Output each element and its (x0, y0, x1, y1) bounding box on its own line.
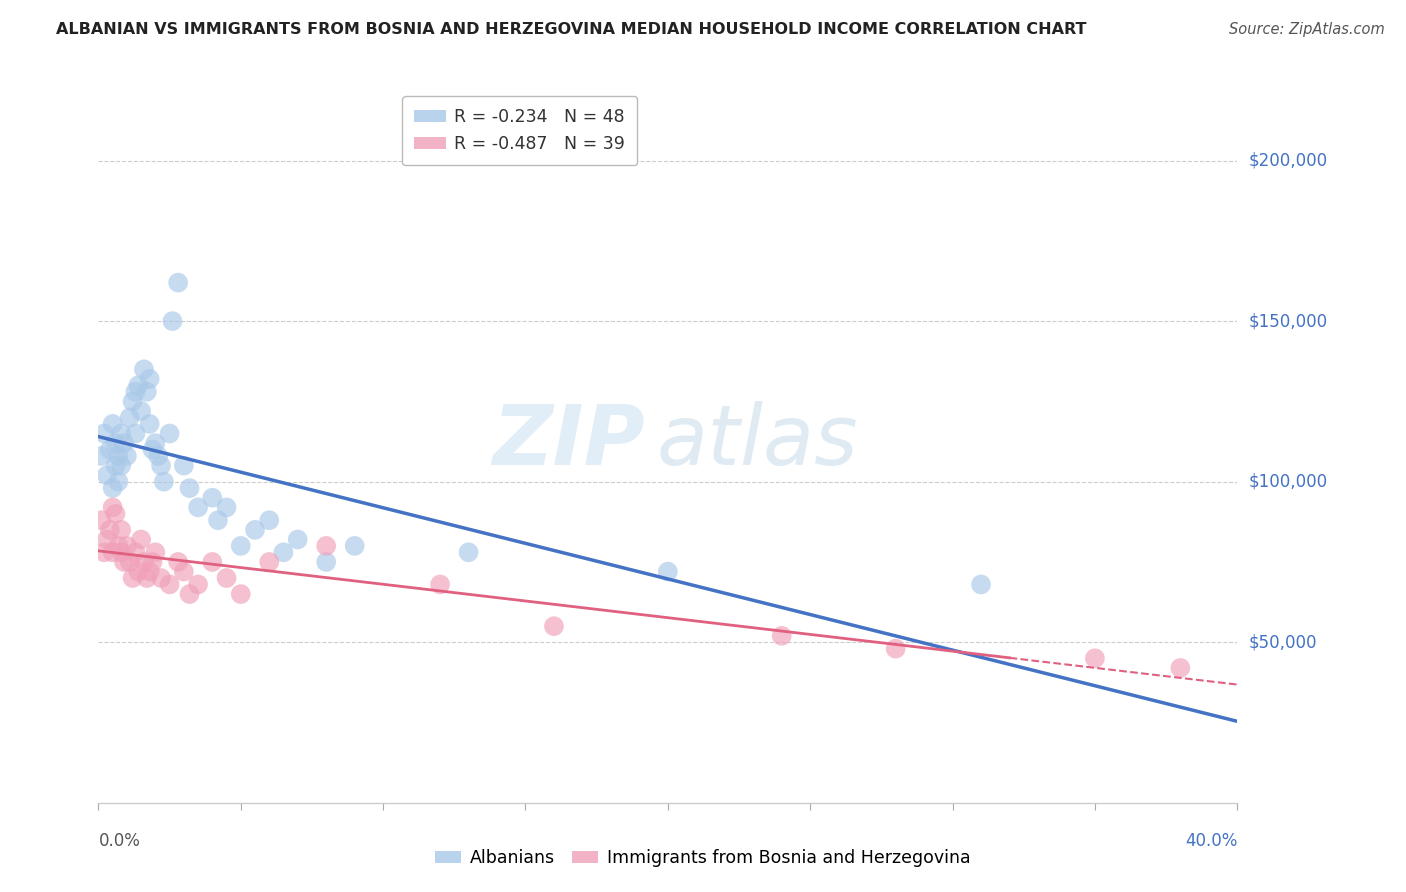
Text: 0.0%: 0.0% (98, 831, 141, 850)
Point (93, 545, 115, 559)
Point (315, 555, 337, 569)
Point (201, 555, 224, 569)
Text: atlas: atlas (657, 401, 858, 482)
Point (96, 468, 118, 483)
Point (124, 384, 146, 399)
Point (98, 442, 121, 457)
Point (110, 523, 132, 537)
Point (159, 577, 181, 591)
Point (135, 384, 157, 399)
Point (259, 555, 281, 569)
Point (179, 587, 201, 601)
Point (229, 539, 252, 553)
Point (121, 394, 143, 409)
Point (115, 539, 138, 553)
Point (112, 436, 135, 450)
Point (150, 571, 173, 585)
Point (98, 523, 121, 537)
Point (104, 458, 127, 473)
Point (101, 545, 124, 559)
Point (118, 555, 141, 569)
Point (110, 458, 132, 473)
Point (343, 539, 366, 553)
Point (124, 545, 146, 559)
Point (179, 481, 201, 495)
Point (145, 436, 167, 450)
Point (141, 555, 163, 569)
Point (543, 619, 565, 633)
Text: $50,000: $50,000 (1249, 633, 1317, 651)
Point (970, 577, 993, 591)
Point (90, 513, 112, 527)
Point (457, 545, 479, 559)
Point (96, 533, 118, 547)
Point (159, 426, 181, 441)
Point (101, 481, 124, 495)
Point (315, 539, 337, 553)
Point (201, 491, 224, 505)
Point (127, 565, 149, 579)
Point (153, 475, 176, 489)
Point (141, 442, 163, 457)
Point (124, 426, 146, 441)
Point (101, 417, 124, 431)
Point (101, 500, 124, 515)
Point (112, 555, 135, 569)
Point (110, 545, 132, 559)
Point (207, 513, 229, 527)
Point (884, 641, 907, 656)
Point (657, 565, 679, 579)
Point (127, 378, 149, 392)
Point (429, 577, 451, 591)
Text: ZIP: ZIP (492, 401, 645, 482)
Point (132, 555, 155, 569)
Point (90, 449, 112, 463)
Point (229, 587, 252, 601)
Text: ALBANIAN VS IMMIGRANTS FROM BOSNIA AND HERZEGOVINA MEDIAN HOUSEHOLD INCOME CORRE: ALBANIAN VS IMMIGRANTS FROM BOSNIA AND H… (56, 22, 1087, 37)
Point (148, 449, 170, 463)
Text: $100,000: $100,000 (1249, 473, 1327, 491)
Point (150, 458, 173, 473)
Point (138, 417, 160, 431)
Point (129, 533, 152, 547)
Point (121, 571, 143, 585)
Point (132, 362, 155, 376)
Point (215, 571, 238, 585)
Point (167, 276, 190, 290)
Point (129, 404, 152, 418)
Point (187, 500, 209, 515)
Point (287, 533, 309, 547)
Point (259, 513, 281, 527)
Text: Source: ZipAtlas.com: Source: ZipAtlas.com (1229, 22, 1385, 37)
Point (1084, 651, 1107, 665)
Text: 40.0%: 40.0% (1185, 831, 1237, 850)
Point (167, 555, 190, 569)
Point (145, 545, 167, 559)
Point (770, 629, 793, 643)
Point (104, 436, 127, 450)
Point (243, 523, 266, 537)
Point (107, 475, 129, 489)
Text: $150,000: $150,000 (1249, 312, 1327, 330)
Point (93, 426, 115, 441)
Point (1170, 661, 1192, 675)
Point (107, 449, 129, 463)
Point (162, 314, 184, 328)
Legend: Albanians, Immigrants from Bosnia and Herzegovina: Albanians, Immigrants from Bosnia and He… (429, 843, 977, 874)
Point (273, 545, 295, 559)
Legend: R = -0.234   N = 48, R = -0.487   N = 39: R = -0.234 N = 48, R = -0.487 N = 39 (402, 96, 637, 165)
Point (135, 571, 157, 585)
Point (138, 372, 160, 386)
Point (173, 565, 195, 579)
Point (138, 565, 160, 579)
Point (110, 426, 132, 441)
Point (215, 500, 238, 515)
Point (118, 410, 141, 425)
Point (173, 458, 195, 473)
Point (104, 507, 127, 521)
Point (115, 449, 138, 463)
Point (107, 539, 129, 553)
Text: $200,000: $200,000 (1249, 152, 1327, 169)
Point (187, 577, 209, 591)
